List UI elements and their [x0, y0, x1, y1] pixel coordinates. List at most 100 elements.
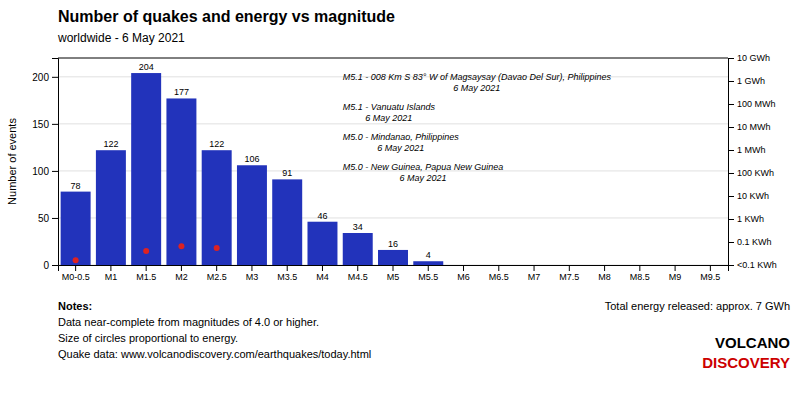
- y2-tick: 10 KWh: [728, 191, 769, 201]
- y-tick: 200: [32, 72, 58, 83]
- bar: [166, 98, 196, 265]
- y-tick-mark: [52, 265, 58, 266]
- x-tick-mark: [110, 265, 111, 271]
- subtitle: worldwide - 6 May 2021: [57, 31, 185, 45]
- y-tick-mark: [52, 218, 58, 219]
- note: Quake data: www.volcanodiscovery.com/ear…: [58, 348, 371, 360]
- bar: [378, 250, 408, 265]
- y-axis-line: [52, 59, 59, 266]
- y2-tick-mark: [728, 219, 734, 220]
- y-tick: 0: [43, 260, 58, 271]
- x-tick-label: M9.5: [700, 272, 720, 282]
- y2-tick-label: 10 KWh: [737, 191, 769, 201]
- x-tick: M4: [316, 265, 329, 282]
- dot: [214, 245, 220, 251]
- data-label: 34: [353, 222, 363, 232]
- x-tick-label: M7.5: [559, 272, 579, 282]
- x-tick: M6: [457, 265, 470, 282]
- x-axis-line: [59, 266, 729, 272]
- x-tick-mark: [251, 265, 252, 271]
- y2-tick-mark: [728, 81, 734, 82]
- y-tick-mark: [52, 77, 58, 78]
- y2-tick-mark: [728, 242, 734, 243]
- y2-tick: 100 MWh: [728, 99, 776, 109]
- bar: [449, 265, 479, 266]
- annotation: M5.1 - 008 Km S 83° W of Magsaysay (Dava…: [343, 72, 612, 93]
- x-tick: M7: [528, 265, 541, 282]
- note: Size of circles proportional to energy.: [58, 332, 238, 344]
- bar: [307, 222, 337, 265]
- x-tick-mark: [146, 265, 147, 271]
- bar: [61, 192, 91, 265]
- x-tick: M9: [669, 265, 682, 282]
- x-tick: M2: [175, 265, 188, 282]
- logo-text: VOLCANO: [715, 334, 790, 351]
- x-tick-mark: [357, 265, 358, 271]
- x-tick: M8: [598, 265, 611, 282]
- x-tick: M4.5: [348, 265, 368, 282]
- x-tick-mark: [463, 265, 464, 271]
- y2-tick: 1 MWh: [728, 145, 766, 155]
- y-tick-mark: [52, 171, 58, 172]
- chart: Number of quakes and energy vs magnitude…: [0, 0, 800, 400]
- data-label: 91: [282, 168, 292, 178]
- annotations: M5.1 - 008 Km S 83° W of Magsaysay (Dava…: [343, 72, 612, 183]
- x-tick-mark: [675, 265, 676, 271]
- y-tick: 50: [38, 213, 58, 224]
- y2-tick: 1 KWh: [728, 214, 764, 224]
- y2-tick-label: 10 GWh: [737, 53, 770, 63]
- dot-series: [73, 243, 220, 263]
- y2-tick-mark: [728, 104, 734, 105]
- bar: [484, 265, 514, 266]
- x-tick-label: M3.5: [277, 272, 297, 282]
- x-tick-mark: [534, 265, 535, 271]
- bar: [343, 233, 373, 265]
- x-tick-label: M0-0.5: [62, 272, 90, 282]
- bar: [695, 265, 725, 266]
- y2-tick: 10 MWh: [728, 122, 771, 132]
- bar: [625, 265, 655, 266]
- x-tick-label: M8: [598, 272, 611, 282]
- x-tick-label: M3: [246, 272, 259, 282]
- x-tick: M5: [387, 265, 400, 282]
- x-tick: M7.5: [559, 265, 579, 282]
- y2-tick: 1 GWh: [728, 76, 765, 86]
- x-axis: M0-0.5M1M1.5M2M2.5M3M3.5M4M4.5M5M5.5M6M6…: [59, 265, 729, 282]
- annotation: M5.0 - New Guinea, Papua New Guinea6 May…: [343, 162, 504, 183]
- annotation: M5.0 - Mindanao, Philippines6 May 2021: [343, 132, 460, 153]
- x-tick-mark: [428, 265, 429, 271]
- bar: [237, 165, 267, 265]
- bar: [413, 261, 443, 265]
- y2-tick-mark: [728, 173, 734, 174]
- y2-tick-label: 1 KWh: [737, 214, 764, 224]
- y2-tick-mark: [728, 196, 734, 197]
- data-label: 46: [317, 211, 327, 221]
- x-tick: M6.5: [489, 265, 509, 282]
- y-tick-label: 150: [32, 119, 49, 130]
- y-tick-label: 100: [32, 166, 49, 177]
- data-label: 204: [139, 62, 154, 72]
- x-tick-label: M5.5: [418, 272, 438, 282]
- x-tick: M2.5: [207, 265, 227, 282]
- y-axis-title: Number of events: [6, 118, 18, 205]
- x-tick-mark: [322, 265, 323, 271]
- x-tick: M3.5: [277, 265, 297, 282]
- x-tick-label: M5: [387, 272, 400, 282]
- title: Number of quakes and energy vs magnitude: [58, 8, 395, 25]
- data-label: 4: [426, 250, 431, 260]
- y2-tick-label: 100 KWh: [737, 168, 774, 178]
- dot: [73, 257, 79, 263]
- data-label: 122: [209, 139, 224, 149]
- data-label: 16: [388, 239, 398, 249]
- y2-tick-label: 10 MWh: [737, 122, 771, 132]
- x-tick-mark: [216, 265, 217, 271]
- y-tick: 100: [32, 166, 58, 177]
- y-tick-label: 0: [43, 260, 49, 271]
- y-axis: 0 50 100 150 200: [32, 59, 58, 271]
- x-tick: M9.5: [700, 265, 720, 282]
- y2-tick-mark: [728, 265, 734, 266]
- x-tick-mark: [75, 265, 76, 271]
- data-label: 177: [174, 87, 189, 97]
- x-tick-label: M7: [528, 272, 541, 282]
- logo: VOLCANODISCOVERY: [702, 334, 790, 371]
